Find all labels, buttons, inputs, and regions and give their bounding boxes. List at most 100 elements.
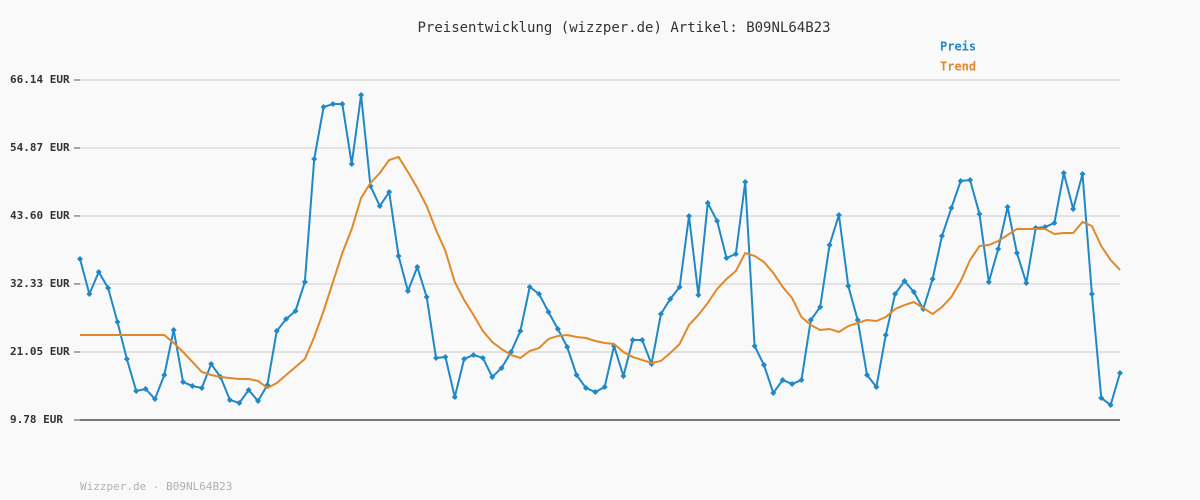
y-tick-label: 21.05 EUR (10, 345, 70, 358)
data-point (161, 371, 168, 378)
data-point (620, 373, 627, 380)
data-point (760, 361, 767, 368)
data-point (1070, 205, 1077, 212)
data-point (948, 205, 955, 212)
data-point (133, 387, 140, 394)
data-point (573, 371, 580, 378)
y-tick-label: 54.87 EUR (10, 141, 70, 154)
y-tick-label: 43.60 EUR (10, 209, 70, 222)
data-point (864, 371, 871, 378)
data-point (629, 337, 636, 344)
data-point (292, 307, 299, 314)
data-point (414, 264, 421, 271)
data-point (929, 276, 936, 283)
data-point (686, 212, 693, 219)
series-line (80, 155, 1121, 390)
data-point (395, 252, 402, 259)
data-point (180, 378, 187, 385)
data-point (170, 326, 177, 333)
data-point (1088, 290, 1095, 297)
data-point (910, 288, 917, 295)
data-point (479, 354, 486, 361)
data-point (255, 397, 262, 404)
data-point (1117, 370, 1123, 377)
data-point (433, 354, 440, 361)
data-point (1060, 170, 1067, 177)
data-point (442, 354, 449, 361)
data-point (151, 396, 158, 403)
data-point (592, 389, 599, 396)
chart-title: Preisentwicklung (wizzper.de) Artikel: B… (417, 20, 830, 36)
data-point (835, 212, 842, 219)
data-point (938, 233, 945, 240)
data-point (1004, 203, 1011, 210)
data-point (564, 344, 571, 351)
data-point (582, 384, 589, 391)
y-tick-label: 9.78 EUR (10, 413, 63, 426)
data-point (208, 361, 215, 368)
data-point (657, 311, 664, 318)
data-point (1107, 401, 1114, 408)
data-point (554, 325, 561, 332)
data-point (751, 342, 758, 349)
data-point (245, 387, 252, 394)
data-point (807, 316, 814, 323)
data-point (189, 382, 196, 389)
data-point (517, 328, 524, 335)
footer: Wizzper.de - B09NL64B23 (80, 480, 232, 493)
data-point (967, 177, 974, 184)
data-point (226, 396, 233, 403)
data-point (882, 332, 889, 338)
data-point (142, 385, 149, 392)
data-point (489, 373, 496, 380)
data-point (873, 384, 880, 391)
data-point (423, 293, 430, 300)
data-point (311, 156, 318, 163)
data-point (1079, 170, 1086, 177)
data-point (1023, 279, 1030, 286)
data-point (545, 309, 552, 316)
data-point (358, 92, 365, 99)
data-point (676, 283, 683, 290)
data-point (639, 337, 646, 344)
data-point (667, 295, 674, 302)
data-point (386, 189, 393, 196)
data-point (976, 210, 983, 217)
data-point (376, 203, 383, 210)
data-point (105, 285, 112, 292)
data-point (301, 278, 308, 285)
data-point (601, 384, 608, 391)
data-point (348, 160, 355, 167)
data-point (742, 179, 749, 186)
data-point (498, 364, 505, 371)
data-point (723, 255, 730, 262)
data-point (695, 292, 702, 299)
data-point (1013, 250, 1020, 257)
data-point (901, 278, 908, 285)
data-point (470, 351, 477, 358)
data-point (123, 356, 130, 363)
y-tick-label: 66.14 EUR (10, 73, 70, 86)
data-point (789, 380, 796, 387)
legend-label: Trend (940, 60, 976, 74)
data-point (826, 241, 833, 248)
data-point (770, 389, 777, 396)
data-point (779, 377, 786, 384)
data-point (526, 283, 533, 290)
data-point (845, 283, 852, 290)
data-point (798, 377, 805, 384)
data-point (77, 255, 83, 262)
data-point (404, 288, 411, 295)
data-point (704, 200, 711, 207)
data-point (339, 101, 346, 108)
data-point (817, 304, 824, 311)
data-point (95, 269, 102, 276)
data-point (536, 290, 543, 297)
legend-label: Preis (940, 40, 976, 54)
data-point (995, 245, 1002, 252)
data-point (892, 290, 899, 297)
data-point (714, 217, 721, 224)
data-point (114, 318, 121, 325)
